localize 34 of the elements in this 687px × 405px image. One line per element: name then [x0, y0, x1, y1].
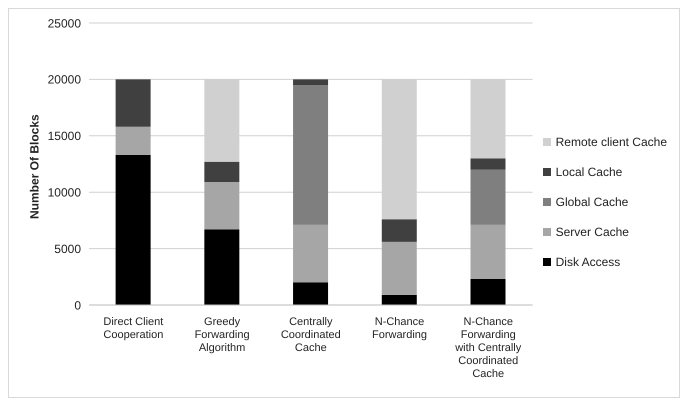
bar — [382, 242, 417, 295]
bar — [116, 126, 151, 155]
legend-label: Local Cache — [556, 165, 622, 179]
bar — [470, 158, 506, 170]
y-axis-title: Number Of Blocks — [27, 114, 42, 219]
y-tick-label: 5000 — [54, 242, 82, 256]
y-tick-label: 0 — [74, 298, 82, 312]
bar — [470, 279, 506, 305]
x-tick-label: Direct Client Cooperation — [103, 316, 164, 341]
y-tick-label: 25000 — [48, 16, 82, 30]
x-tick-label: Greedy Forwarding Algorithm — [194, 316, 250, 354]
bar — [293, 85, 328, 225]
bar — [293, 282, 328, 305]
bar — [204, 162, 240, 182]
bar — [382, 294, 417, 305]
bar — [116, 154, 151, 305]
bar — [293, 224, 328, 282]
bar — [470, 170, 506, 225]
y-tick-label: 15000 — [48, 129, 82, 144]
y-tick-label: 20000 — [48, 72, 82, 87]
legend-label: Remote client Cache — [556, 135, 667, 149]
x-tick-label: Centrally Coordinated Cache — [280, 316, 341, 354]
bar — [470, 224, 506, 280]
legend-label: Server Cache — [556, 225, 629, 239]
bar — [116, 79, 151, 127]
bar — [204, 182, 240, 230]
bar — [293, 79, 328, 86]
legend-label: Global Cache — [556, 195, 628, 209]
x-tick-label: N-Chance Forwarding with Centrally Coordinated Cache — [454, 316, 522, 380]
bar — [382, 219, 417, 242]
bar — [204, 229, 240, 305]
x-tick-label: N-Chance Forwarding — [372, 316, 428, 341]
legend-label: Disk Access — [556, 255, 620, 269]
y-tick-label: 10000 — [48, 185, 82, 200]
